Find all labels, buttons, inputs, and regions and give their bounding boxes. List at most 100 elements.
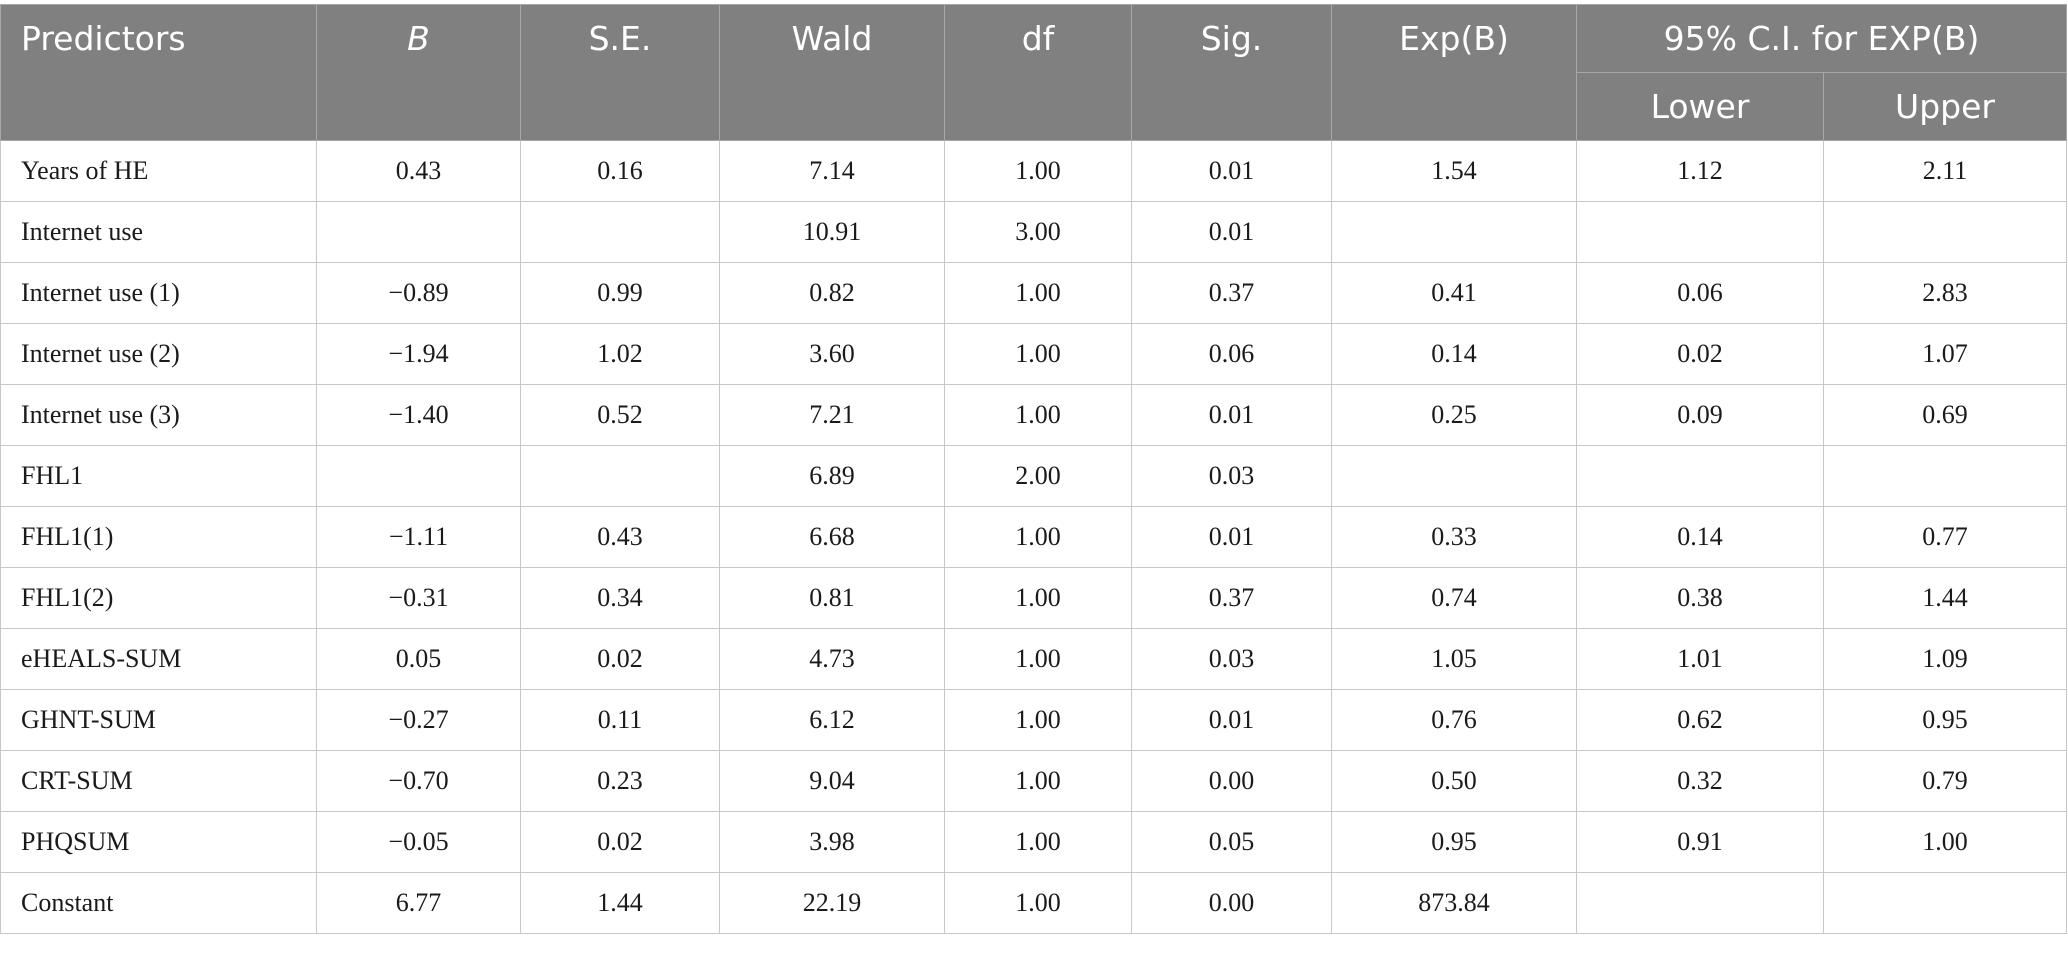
cell-label: FHL1(1) [0,506,317,568]
cell-wald: 3.60 [719,323,945,385]
table-row: FHL1(1) −1.11 0.43 6.68 1.00 0.01 0.33 0.14 0.77 [0,506,2068,568]
cell-lower: 0.09 [1576,384,1824,446]
cell-label: CRT-SUM [0,750,317,812]
cell-label: PHQSUM [0,811,317,873]
header-sig: Sig. [1131,4,1332,141]
cell-lower: 0.62 [1576,689,1824,751]
cell-upper: 0.95 [1822,689,2068,751]
cell-label: Internet use (2) [0,323,317,385]
cell-sig: 0.01 [1131,689,1332,751]
header-predictors: Predictors [0,4,317,141]
cell-df: 1.00 [944,140,1132,202]
cell-sig: 0.01 [1131,384,1332,446]
cell-label: Internet use [0,201,317,263]
table-row: Constant 6.77 1.44 22.19 1.00 0.00 873.84 [0,872,2068,934]
cell-expb: 0.14 [1331,323,1577,385]
cell-b: −0.31 [316,567,521,629]
cell-b: 6.77 [316,872,521,934]
cell-label: Years of HE [0,140,317,202]
cell-expb: 0.25 [1331,384,1577,446]
cell-lower [1576,445,1824,507]
table-row: CRT-SUM −0.70 0.23 9.04 1.00 0.00 0.50 0.32 0.79 [0,750,2068,812]
cell-expb: 0.33 [1331,506,1577,568]
cell-sig: 0.06 [1131,323,1332,385]
cell-se: 0.02 [520,628,720,690]
cell-df: 2.00 [944,445,1132,507]
table-row: eHEALS-SUM 0.05 0.02 4.73 1.00 0.03 1.05 1.01 1.… [0,628,2068,690]
table-body: Years of HE 0.43 0.16 7.14 1.00 0.01 1.54 1.12 2… [0,140,2068,934]
cell-expb: 0.76 [1331,689,1577,751]
cell-upper: 1.07 [1822,323,2068,385]
table-row: Internet use (3) −1.40 0.52 7.21 1.00 0.01 0.2… [0,384,2068,446]
cell-se: 0.99 [520,262,720,324]
cell-upper: 0.77 [1822,506,2068,568]
cell-label: Constant [0,872,317,934]
table-row: Internet use 10.91 3.00 0.01 [0,201,2068,263]
cell-wald: 0.81 [719,567,945,629]
table-row: GHNT-SUM −0.27 0.11 6.12 1.00 0.01 0.76 0.62 0.9… [0,689,2068,751]
cell-expb: 0.95 [1331,811,1577,873]
table-row: Internet use (1) −0.89 0.99 0.82 1.00 0.37 0.4… [0,262,2068,324]
cell-label: FHL1 [0,445,317,507]
cell-se: 0.11 [520,689,720,751]
cell-expb [1331,445,1577,507]
cell-upper: 0.69 [1822,384,2068,446]
cell-df: 1.00 [944,384,1132,446]
header-df: df [944,4,1132,141]
cell-lower: 0.38 [1576,567,1824,629]
cell-df: 1.00 [944,323,1132,385]
cell-upper: 1.00 [1822,811,2068,873]
cell-wald: 9.04 [719,750,945,812]
cell-b [316,445,521,507]
cell-b: −0.27 [316,689,521,751]
cell-wald: 3.98 [719,811,945,873]
cell-se [520,445,720,507]
cell-wald: 6.68 [719,506,945,568]
cell-lower [1576,201,1824,263]
cell-lower: 1.12 [1576,140,1824,202]
cell-upper: 0.79 [1822,750,2068,812]
regression-table: Predictors B S.E. Wald df Sig. Exp(B) 95… [0,4,2068,934]
cell-se: 1.44 [520,872,720,934]
cell-wald: 10.91 [719,201,945,263]
cell-upper [1822,872,2068,934]
cell-label: FHL1(2) [0,567,317,629]
cell-label: Internet use (3) [0,384,317,446]
cell-wald: 7.14 [719,140,945,202]
cell-upper: 1.44 [1822,567,2068,629]
cell-df: 1.00 [944,262,1132,324]
cell-se [520,201,720,263]
cell-sig: 0.37 [1131,262,1332,324]
cell-wald: 4.73 [719,628,945,690]
cell-sig: 0.37 [1131,567,1332,629]
cell-sig: 0.03 [1131,628,1332,690]
cell-label: Internet use (1) [0,262,317,324]
cell-df: 1.00 [944,750,1132,812]
cell-wald: 6.89 [719,445,945,507]
cell-b: −1.94 [316,323,521,385]
cell-df: 1.00 [944,506,1132,568]
table-row: FHL1(2) −0.31 0.34 0.81 1.00 0.37 0.74 0.38 1.44 [0,567,2068,629]
cell-lower: 0.91 [1576,811,1824,873]
cell-expb: 1.05 [1331,628,1577,690]
cell-b: −0.70 [316,750,521,812]
cell-sig: 0.01 [1131,140,1332,202]
cell-wald: 22.19 [719,872,945,934]
cell-sig: 0.00 [1131,750,1332,812]
cell-b: −0.89 [316,262,521,324]
cell-se: 0.34 [520,567,720,629]
cell-sig: 0.03 [1131,445,1332,507]
cell-upper [1822,201,2068,263]
cell-se: 0.16 [520,140,720,202]
cell-expb [1331,201,1577,263]
table-header: Predictors B S.E. Wald df Sig. Exp(B) 95… [0,4,2068,141]
cell-b: 0.05 [316,628,521,690]
header-ci: 95% C.I. for EXP(B) [1575,4,2068,73]
table-row: PHQSUM −0.05 0.02 3.98 1.00 0.05 0.95 0.91 1.00 [0,811,2068,873]
header-b: B [316,4,521,141]
cell-label: GHNT-SUM [0,689,317,751]
cell-wald: 6.12 [719,689,945,751]
cell-df: 1.00 [944,872,1132,934]
header-upper: Upper [1822,72,2068,141]
header-se: S.E. [520,4,720,141]
